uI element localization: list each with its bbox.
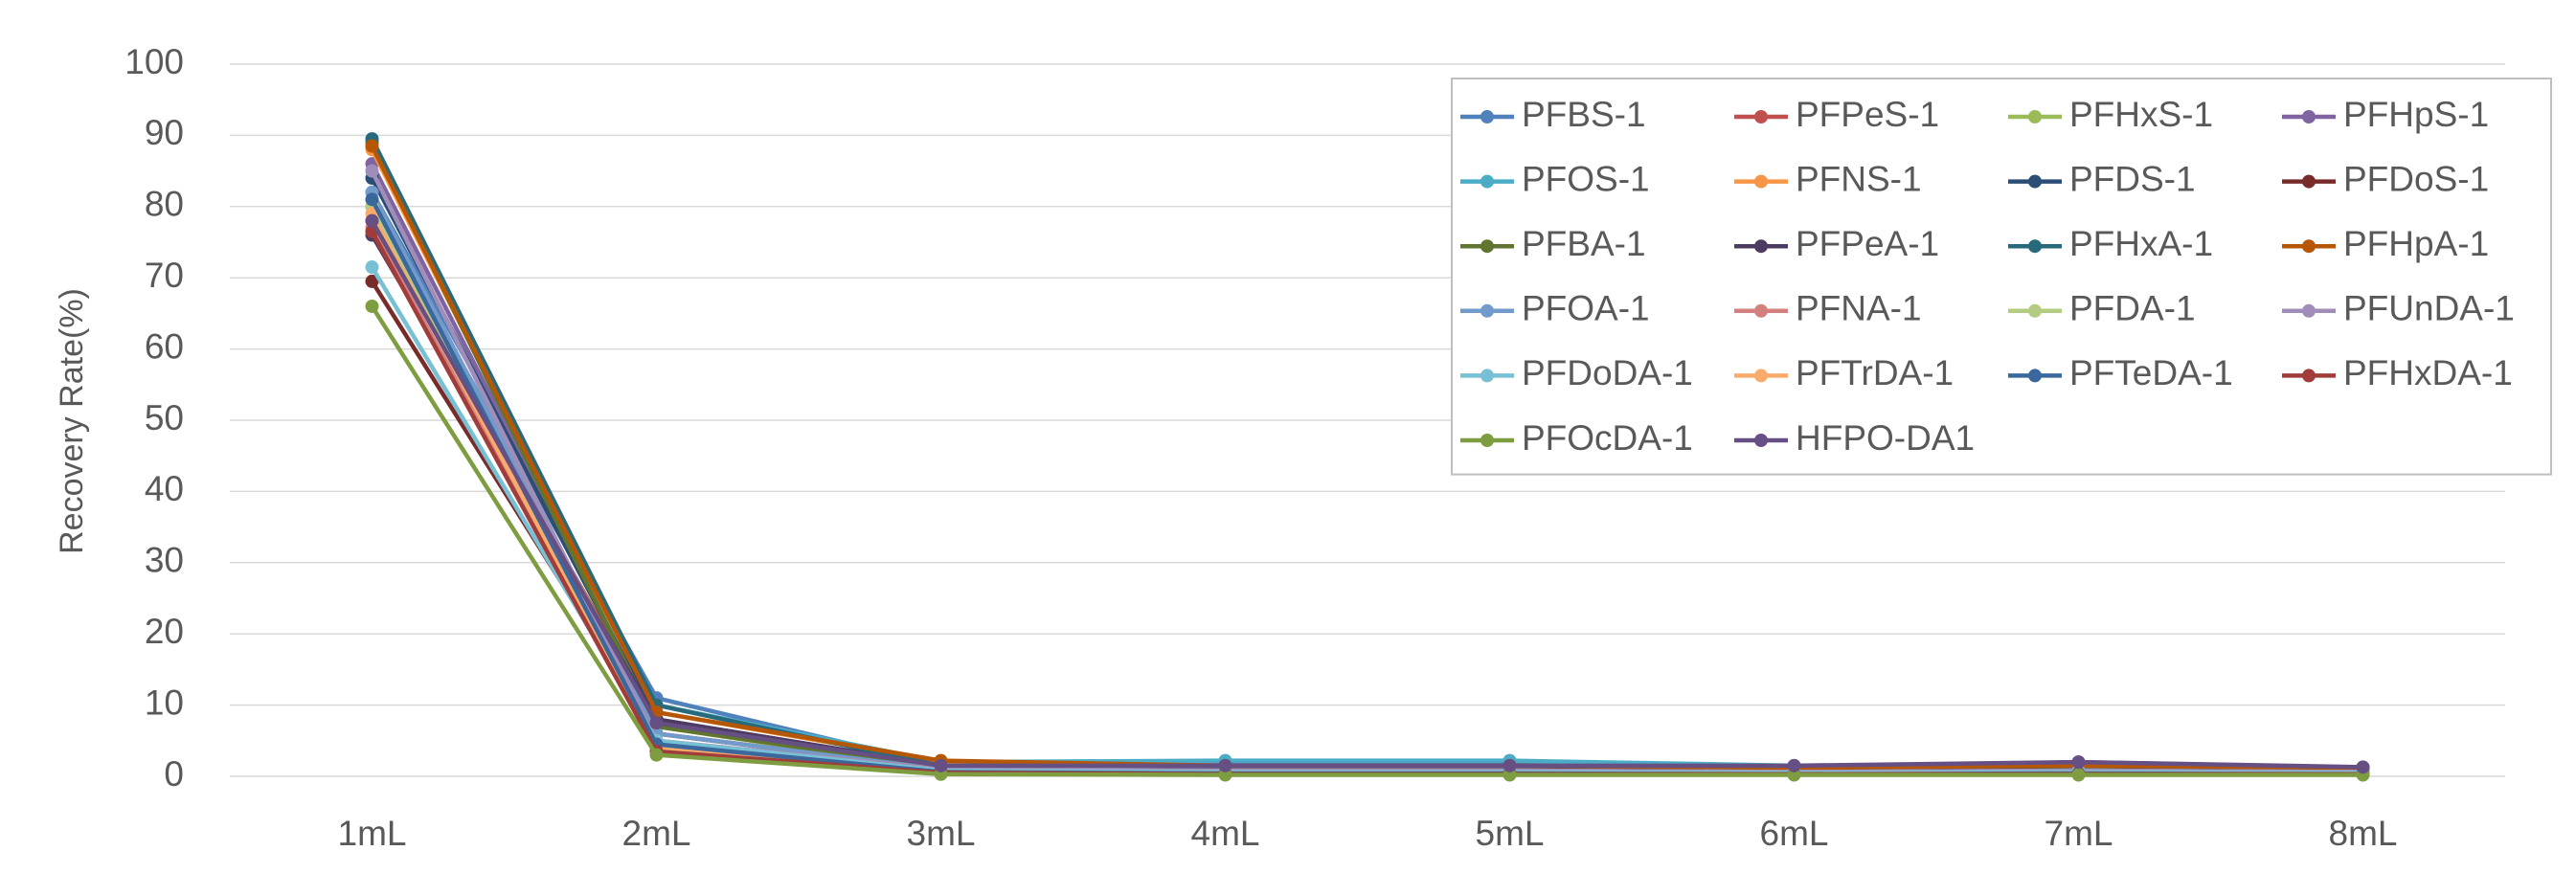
- y-tick-label: 90: [145, 113, 184, 152]
- data-point: [365, 213, 379, 228]
- y-tick-label: 50: [145, 398, 184, 437]
- data-point: [365, 164, 379, 178]
- data-point: [1787, 768, 1801, 782]
- legend-label: HFPO-DA1: [1796, 418, 1975, 458]
- legend-marker: [1480, 303, 1494, 318]
- legend-label: PFOcDA-1: [1522, 418, 1693, 458]
- data-point: [1503, 768, 1517, 782]
- data-point: [365, 274, 379, 288]
- legend-marker: [1480, 110, 1494, 123]
- series-line: [370, 304, 2363, 777]
- legend-label: PFHxDA-1: [2343, 353, 2513, 392]
- data-point: [365, 260, 379, 275]
- data-point: [2071, 755, 2086, 770]
- legend-label: PFNS-1: [1796, 159, 1922, 198]
- legend-marker: [2028, 174, 2042, 189]
- x-tick-label: 1mL: [338, 814, 407, 853]
- legend-label: PFDA-1: [2069, 289, 2196, 328]
- data-point: [934, 758, 948, 772]
- x-tick-label: 7mL: [2045, 814, 2113, 853]
- y-tick-label: 30: [145, 541, 184, 580]
- y-tick-label: 10: [145, 683, 184, 722]
- legend-marker: [2302, 369, 2316, 383]
- legend-label: PFBA-1: [1522, 224, 1646, 263]
- data-point: [1503, 758, 1517, 772]
- data-point: [1787, 758, 1801, 772]
- legend-marker: [2028, 110, 2042, 123]
- legend: PFBS-1 PFPeS-1 PFHxS-1 PFHpS-1 PFOS-1 PFNS-1 P…: [1451, 78, 2552, 476]
- legend-marker: [2028, 303, 2042, 318]
- legend-label: PFDS-1: [2069, 159, 2196, 198]
- y-tick-label: 40: [145, 469, 184, 508]
- y-tick-label: 0: [164, 754, 184, 794]
- legend-marker: [2302, 174, 2316, 189]
- data-point: [1218, 768, 1232, 782]
- legend-label: PFHpS-1: [2343, 95, 2489, 134]
- legend-marker: [2028, 239, 2042, 254]
- legend-marker: [1754, 110, 1768, 123]
- data-point: [365, 139, 379, 153]
- legend-label: PFTrDA-1: [1796, 353, 1954, 392]
- legend-marker: [1754, 434, 1768, 447]
- y-tick-label: 80: [145, 185, 184, 224]
- x-tick-label: 4mL: [1191, 814, 1260, 853]
- data-point: [2071, 768, 2086, 782]
- y-tick-label: 100: [124, 42, 184, 81]
- legend-label: PFOS-1: [1522, 159, 1650, 198]
- legend-marker: [1480, 239, 1494, 254]
- x-tick-label: 8mL: [2329, 814, 2398, 853]
- legend-marker: [1754, 369, 1768, 383]
- x-tick-label: 3mL: [907, 814, 976, 853]
- legend-label: PFUnDA-1: [2343, 289, 2515, 328]
- legend-marker: [2302, 303, 2316, 318]
- legend-label: PFOA-1: [1522, 289, 1650, 328]
- legend-marker: [1754, 303, 1768, 318]
- data-point: [365, 299, 379, 313]
- legend-label: PFHxA-1: [2069, 224, 2213, 263]
- legend-label: PFHxS-1: [2069, 95, 2213, 134]
- data-point: [1218, 758, 1232, 772]
- y-tick-label: 20: [145, 612, 184, 651]
- legend-label: PFDoDA-1: [1522, 353, 1693, 392]
- legend-label: PFDoS-1: [2343, 159, 2489, 198]
- legend-marker: [2302, 110, 2316, 123]
- legend-marker: [1480, 174, 1494, 189]
- y-tick-label: 70: [145, 256, 184, 295]
- data-point: [365, 192, 379, 207]
- data-point: [649, 716, 664, 730]
- legend-marker: [1480, 369, 1494, 383]
- legend-label: PFPeA-1: [1796, 224, 1939, 263]
- x-tick-label: 6mL: [1760, 814, 1829, 853]
- legend-marker: [2028, 369, 2042, 383]
- legend-marker: [1480, 434, 1494, 447]
- x-tick-label: 2mL: [622, 814, 691, 853]
- series-line: [370, 219, 2363, 770]
- data-point: [2356, 760, 2370, 774]
- legend-marker: [1754, 239, 1768, 254]
- data-point: [649, 748, 664, 762]
- legend-label: PFHpA-1: [2343, 224, 2489, 263]
- x-tick-label: 5mL: [1476, 814, 1545, 853]
- legend-marker: [1754, 174, 1768, 189]
- legend-label: PFPeS-1: [1796, 95, 1939, 134]
- y-axis-label: Recovery Rate(%): [54, 288, 90, 554]
- legend-label: PFNA-1: [1796, 289, 1922, 328]
- legend-label: PFBS-1: [1522, 95, 1646, 134]
- legend-box: [1451, 78, 2552, 476]
- legend-marker: [2302, 239, 2316, 254]
- legend-label: PFTeDA-1: [2069, 353, 2233, 392]
- y-tick-label: 60: [145, 326, 184, 366]
